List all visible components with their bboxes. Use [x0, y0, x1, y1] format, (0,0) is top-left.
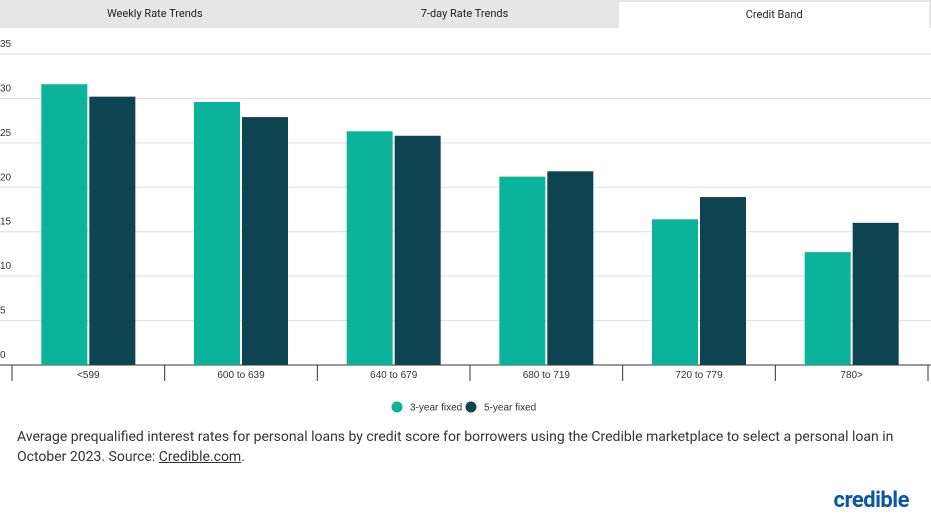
logo: credible	[833, 488, 910, 513]
x-tick-label: 600 to 639	[217, 370, 265, 381]
tab[interactable]: Weekly Rate Trends	[106, 7, 203, 20]
bar	[394, 135, 441, 365]
bar	[41, 84, 88, 365]
bar	[547, 171, 594, 365]
legend-label: 3-year fixed	[410, 403, 462, 414]
bar	[346, 131, 393, 365]
caption-end: .	[241, 449, 245, 465]
y-tick-label: 10	[0, 261, 12, 272]
source-link[interactable]: Credible.com	[158, 449, 242, 465]
legend-swatch	[465, 401, 477, 413]
bar	[242, 117, 288, 366]
x-tick-label: 720 to 779	[675, 370, 723, 381]
x-tick-label: 640 to 679	[370, 370, 418, 381]
legend-swatch	[391, 401, 403, 413]
y-tick-label: 5	[0, 306, 6, 317]
y-tick-label: 35	[0, 39, 12, 50]
bar	[700, 197, 746, 365]
tab[interactable]: 7-day Rate Trends	[420, 7, 509, 20]
x-tick-label: 780>	[840, 370, 863, 381]
bar	[194, 101, 240, 366]
y-tick-label: 30	[0, 83, 12, 94]
chart: 0 5 10 15 20 25 30 35 <599 600 to 639 640 to 679 68…	[0, 39, 931, 414]
x-tick-label: <599	[77, 370, 100, 381]
caption-text: Average prequalified interest rates for …	[17, 429, 894, 465]
y-tick-label: 15	[0, 217, 12, 228]
legend-label: 5-year fixed	[484, 403, 536, 414]
x-tick-label: 680 to 719	[523, 370, 571, 381]
y-tick-label: 25	[0, 128, 12, 139]
y-tick-label: 20	[0, 172, 12, 183]
caption: Average prequalified interest rates for …	[17, 427, 917, 467]
y-tick-label: 0	[0, 350, 6, 361]
bar	[852, 222, 899, 365]
tab[interactable]: Credit Band	[619, 2, 930, 28]
bar	[652, 219, 698, 365]
bar	[499, 176, 546, 365]
bar	[89, 96, 136, 365]
tab-bar: Weekly Rate Trends 7-day Rate Trends Cre…	[0, 0, 931, 28]
bar	[804, 252, 851, 365]
